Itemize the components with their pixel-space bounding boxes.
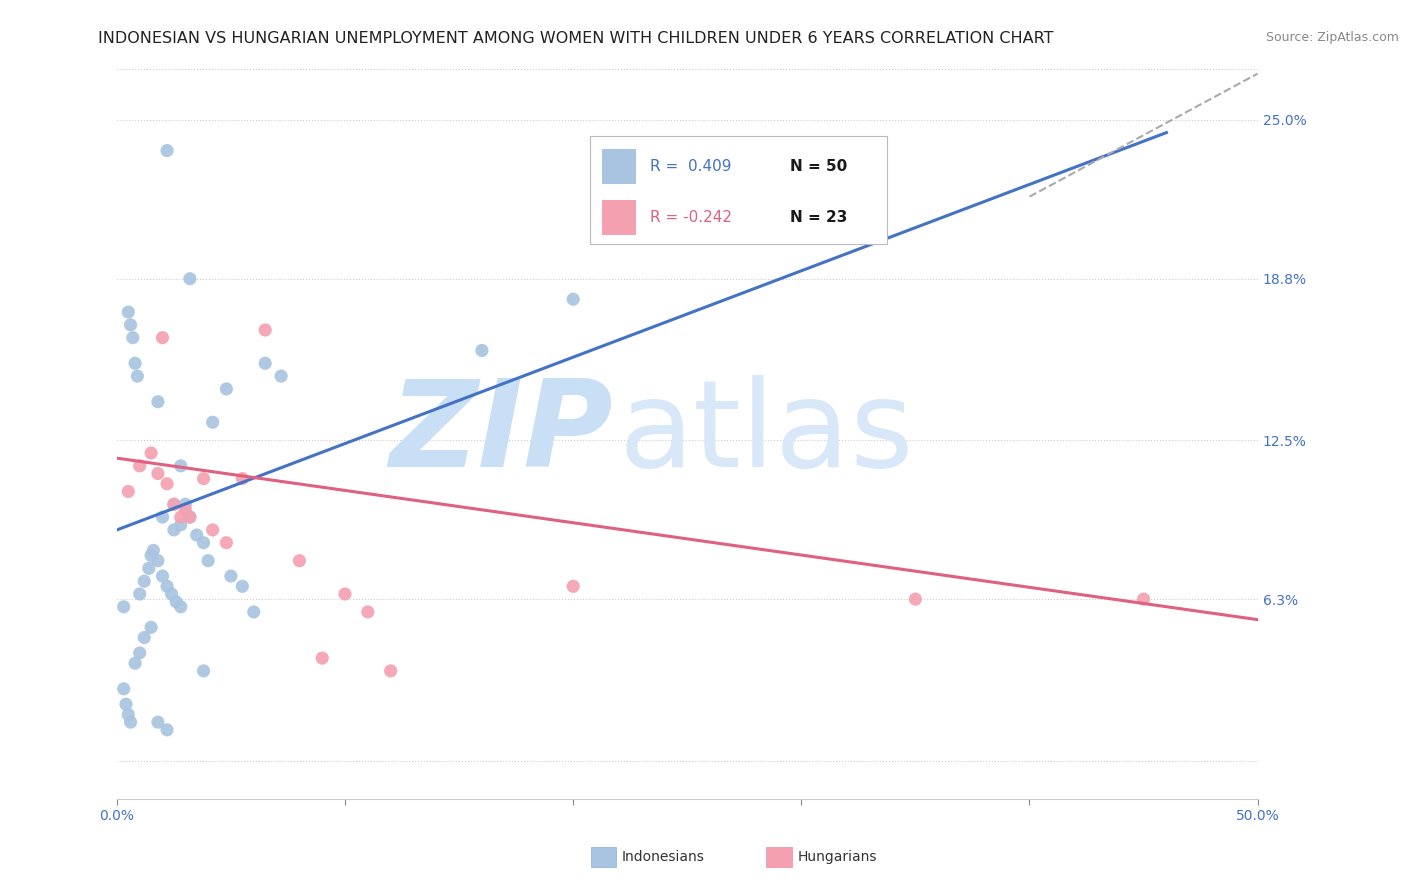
- Point: [128, 646, 150, 660]
- Point: [146, 554, 169, 568]
- Point: [165, 595, 187, 609]
- Point: [311, 651, 333, 665]
- FancyBboxPatch shape: [591, 136, 887, 244]
- Point: [254, 356, 277, 370]
- Point: [904, 592, 927, 607]
- Point: [163, 523, 186, 537]
- Point: [333, 587, 356, 601]
- Point: [201, 415, 224, 429]
- Text: R = -0.242: R = -0.242: [650, 210, 731, 225]
- Text: Source: ZipAtlas.com: Source: ZipAtlas.com: [1265, 31, 1399, 45]
- Point: [170, 599, 193, 614]
- Point: [152, 331, 174, 345]
- Point: [174, 497, 197, 511]
- Point: [160, 587, 183, 601]
- Point: [179, 510, 201, 524]
- Point: [139, 620, 162, 634]
- Bar: [602, 200, 636, 235]
- Text: atlas: atlas: [619, 376, 914, 492]
- Point: [152, 569, 174, 583]
- Point: [219, 569, 242, 583]
- Point: [179, 271, 201, 285]
- Point: [139, 549, 162, 563]
- Point: [215, 535, 238, 549]
- Point: [242, 605, 264, 619]
- Point: [163, 497, 186, 511]
- Point: [124, 356, 146, 370]
- Point: [117, 707, 139, 722]
- Text: R =  0.409: R = 0.409: [650, 159, 731, 174]
- Text: INDONESIAN VS HUNGARIAN UNEMPLOYMENT AMONG WOMEN WITH CHILDREN UNDER 6 YEARS COR: INDONESIAN VS HUNGARIAN UNEMPLOYMENT AMO…: [98, 31, 1054, 46]
- Point: [134, 574, 156, 589]
- Point: [357, 605, 380, 619]
- Point: [231, 579, 253, 593]
- Point: [197, 554, 219, 568]
- Text: Indonesians: Indonesians: [621, 850, 704, 864]
- Text: ZIP: ZIP: [389, 376, 613, 492]
- Point: [120, 715, 142, 730]
- Point: [201, 523, 224, 537]
- Point: [117, 484, 139, 499]
- Point: [270, 369, 292, 384]
- Point: [156, 476, 179, 491]
- Point: [138, 561, 160, 575]
- Point: [139, 446, 162, 460]
- Point: [193, 664, 215, 678]
- Point: [152, 510, 174, 524]
- Text: N = 23: N = 23: [790, 210, 848, 225]
- Point: [179, 510, 201, 524]
- Point: [146, 394, 169, 409]
- Point: [121, 331, 143, 345]
- Point: [146, 715, 169, 730]
- Point: [120, 318, 142, 332]
- Point: [186, 528, 208, 542]
- Point: [215, 382, 238, 396]
- Point: [156, 144, 179, 158]
- Point: [156, 723, 179, 737]
- Point: [562, 579, 585, 593]
- Point: [1132, 592, 1154, 607]
- Point: [128, 587, 150, 601]
- Point: [142, 543, 165, 558]
- Point: [112, 599, 135, 614]
- Point: [134, 631, 156, 645]
- Point: [128, 458, 150, 473]
- Point: [146, 467, 169, 481]
- Point: [174, 502, 197, 516]
- Point: [156, 579, 179, 593]
- Point: [170, 517, 193, 532]
- Point: [117, 305, 139, 319]
- Point: [254, 323, 277, 337]
- Text: N = 50: N = 50: [790, 159, 848, 174]
- Point: [288, 554, 311, 568]
- Bar: [602, 149, 636, 184]
- Point: [112, 681, 135, 696]
- Point: [193, 472, 215, 486]
- Point: [380, 664, 402, 678]
- Point: [170, 510, 193, 524]
- Point: [124, 657, 146, 671]
- Point: [193, 535, 215, 549]
- Point: [163, 497, 186, 511]
- Point: [170, 458, 193, 473]
- Point: [471, 343, 494, 358]
- Text: Hungarians: Hungarians: [797, 850, 877, 864]
- Point: [562, 292, 585, 306]
- Point: [127, 369, 149, 384]
- Point: [231, 472, 253, 486]
- Point: [115, 697, 138, 711]
